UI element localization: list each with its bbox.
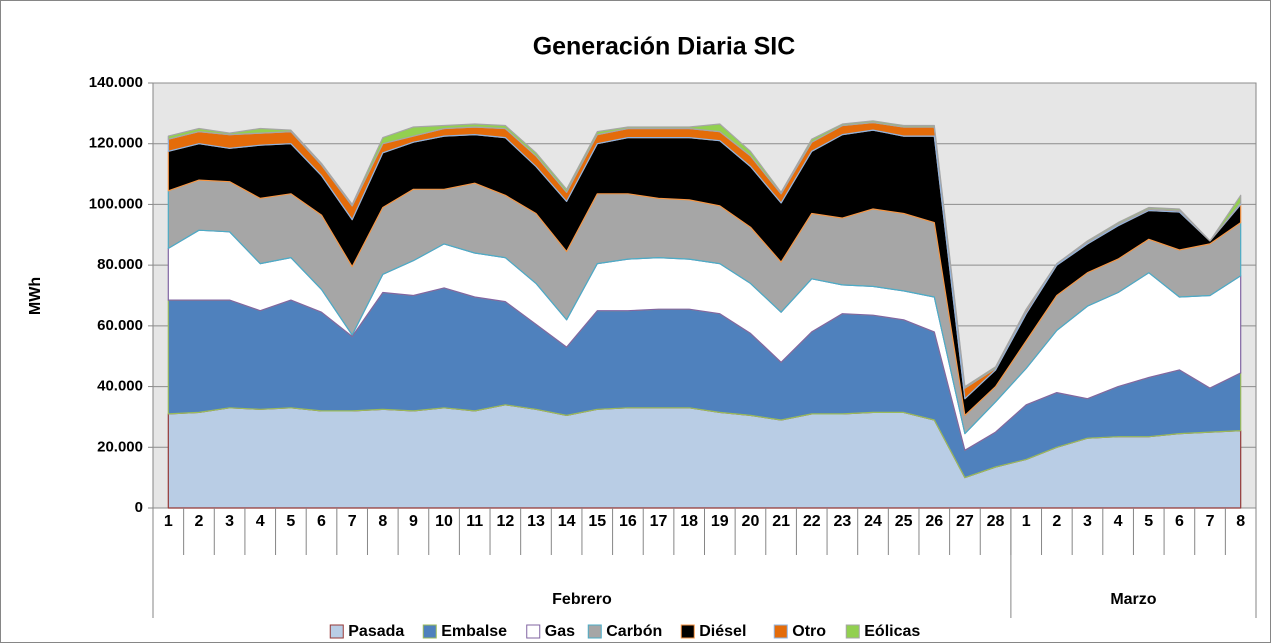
x-tick-label: 1 xyxy=(164,513,173,530)
x-tick-label: 2 xyxy=(1052,513,1061,530)
legend-swatch xyxy=(845,624,860,639)
x-tick-label: 8 xyxy=(1236,513,1245,530)
legend-label: Pasada xyxy=(348,623,404,640)
legend-label: Eólicas xyxy=(864,623,920,640)
x-tick-label: 5 xyxy=(286,513,295,530)
legend-label: Gas xyxy=(545,623,575,640)
x-tick-label: 15 xyxy=(588,513,606,530)
x-tick-label: 19 xyxy=(711,513,729,530)
x-tick-label: 20 xyxy=(742,513,760,530)
x-tick-label: 9 xyxy=(409,513,418,530)
legend-swatch xyxy=(526,624,541,639)
x-tick-label: 21 xyxy=(772,513,790,530)
y-tick-label: 20.000 xyxy=(97,438,143,455)
legend-label: Embalse xyxy=(441,623,507,640)
y-tick-label: 40.000 xyxy=(97,378,143,395)
x-tick-label: 18 xyxy=(680,513,698,530)
group-label: Febrero xyxy=(552,591,612,608)
legend-swatch xyxy=(680,624,695,639)
x-tick-label: 4 xyxy=(256,513,265,530)
y-axis-label: MWh xyxy=(27,277,44,315)
x-tick-label: 22 xyxy=(803,513,821,530)
y-tick-label: 80.000 xyxy=(97,256,143,273)
x-tick-label: 11 xyxy=(466,513,483,530)
x-tick-label: 23 xyxy=(833,513,851,530)
x-tick-label: 24 xyxy=(864,513,882,530)
x-tick-label: 13 xyxy=(527,513,545,530)
x-tick-label: 2 xyxy=(195,513,204,530)
x-tick-label: 7 xyxy=(348,513,357,530)
y-tick-label: 60.000 xyxy=(97,317,143,334)
x-tick-label: 25 xyxy=(895,513,913,530)
x-tick-label: 8 xyxy=(378,513,387,530)
legend-swatch xyxy=(773,624,788,639)
x-tick-label: 7 xyxy=(1206,513,1215,530)
x-tick-label: 28 xyxy=(987,513,1005,530)
x-tick-label: 17 xyxy=(650,513,668,530)
x-tick-label: 27 xyxy=(956,513,974,530)
legend-label: Carbón xyxy=(606,623,662,640)
legend-label: Otro xyxy=(792,623,826,640)
y-tick-label: 120.000 xyxy=(89,135,143,152)
x-tick-label: 26 xyxy=(925,513,943,530)
x-tick-label: 14 xyxy=(558,513,576,530)
x-tick-label: 3 xyxy=(1083,513,1092,530)
x-tick-label: 12 xyxy=(496,513,514,530)
group-label: Marzo xyxy=(1110,591,1156,608)
x-tick-label: 5 xyxy=(1144,513,1153,530)
legend-label: Diésel xyxy=(699,623,746,640)
legend-swatch xyxy=(329,624,344,639)
y-tick-label: 100.000 xyxy=(89,195,143,212)
x-tick-label: 3 xyxy=(225,513,234,530)
x-tick-label: 6 xyxy=(1175,513,1184,530)
y-tick-label: 140.000 xyxy=(89,74,143,91)
area xyxy=(167,120,1242,389)
legend-swatch xyxy=(587,624,602,639)
y-tick-label: 0 xyxy=(135,499,143,516)
x-tick-label: 6 xyxy=(317,513,326,530)
x-tick-label: 4 xyxy=(1114,513,1123,530)
x-tick-label: 1 xyxy=(1022,513,1031,530)
legend-swatch xyxy=(422,624,437,639)
chart-title: Generación Diaria SIC xyxy=(533,33,796,61)
x-tick-label: 10 xyxy=(435,513,453,530)
x-tick-label: 16 xyxy=(619,513,637,530)
